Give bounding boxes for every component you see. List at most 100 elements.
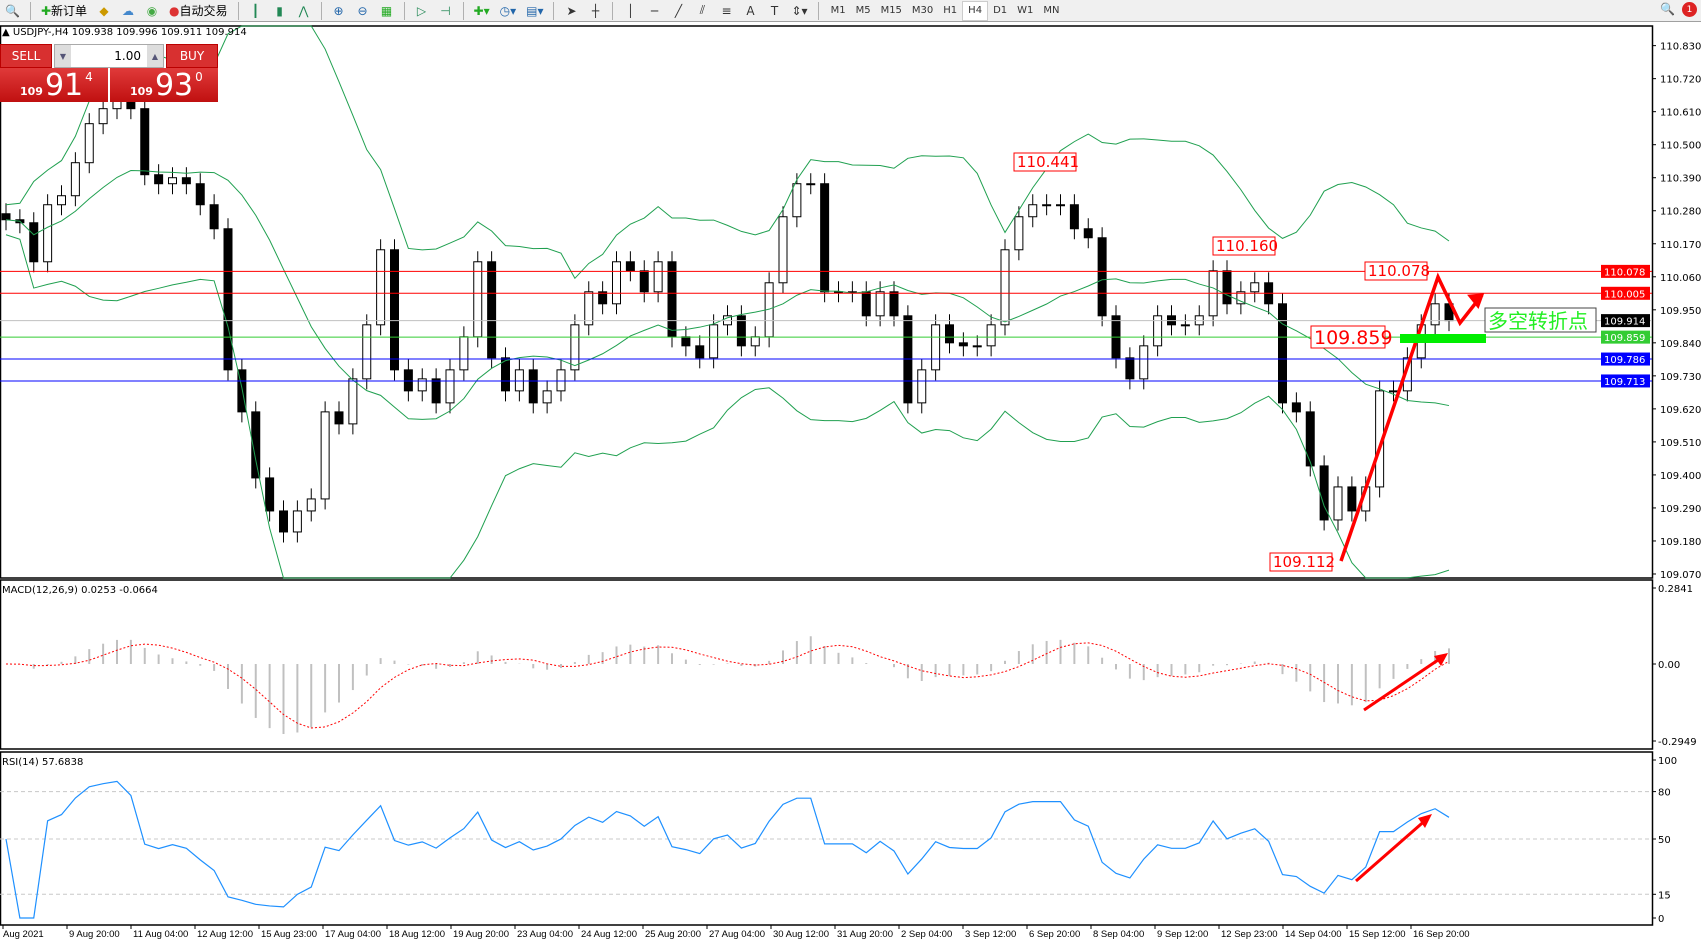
indicators-icon[interactable]: ✚▾	[473, 3, 490, 18]
candle-body	[986, 324, 996, 347]
candle-body	[1180, 324, 1190, 327]
auto-scroll-icon[interactable]: ▷	[416, 3, 427, 18]
rsi-tick-label: 100	[1658, 756, 1677, 767]
timeframe-d1[interactable]: D1	[993, 5, 1008, 16]
timeframe-m15[interactable]: M15	[880, 5, 902, 16]
time-label: 9 Sep 12:00	[1157, 929, 1208, 940]
chart-shift-icon[interactable]: ⊣	[440, 3, 451, 18]
level-label: 109.914	[1604, 317, 1645, 328]
bid-prefix: 109	[20, 85, 43, 98]
sell-button[interactable]: SELL	[0, 44, 52, 68]
bid-price[interactable]: 109 91 4	[0, 68, 108, 102]
candle-body	[279, 510, 288, 533]
macd-label: MACD(12,26,9) 0.0253 -0.0664	[2, 585, 158, 596]
zoom-out-icon[interactable]: ⊖	[357, 3, 368, 18]
buy-button[interactable]: BUY	[166, 44, 218, 68]
price-tick-label: 109.400	[1660, 471, 1701, 482]
arrows-icon[interactable]: ⇕▾	[791, 3, 808, 18]
horizontal-line-icon[interactable]: ─	[650, 3, 659, 18]
candle-body	[1083, 228, 1093, 239]
new-order-button[interactable]: ✚ 新订单	[38, 1, 90, 21]
periods-clock-icon[interactable]: ◷▾	[499, 3, 517, 18]
level-label: 109.859	[1604, 333, 1645, 344]
crosshair-icon[interactable]: ┼	[591, 3, 600, 18]
bar-chart-icon[interactable]: ┃	[251, 3, 260, 18]
candle-body	[1042, 204, 1052, 207]
candle-body	[695, 345, 705, 359]
notification-badge[interactable]: 1	[1682, 2, 1697, 17]
signal-icon[interactable]: ◉	[146, 3, 158, 18]
metaeditor-icon[interactable]: ◆	[99, 3, 109, 18]
candle-body	[1028, 204, 1038, 218]
candle-body	[709, 324, 719, 359]
lot-increase-icon[interactable]: ▲	[147, 45, 163, 67]
timeframe-h4[interactable]: H4	[962, 0, 989, 21]
lot-stepper[interactable]: ▼ 1.00 ▲	[54, 44, 164, 68]
time-label: 19 Aug 20:00	[453, 929, 509, 940]
templates-icon[interactable]: ▤▾	[526, 3, 544, 18]
timeframe-w1[interactable]: W1	[1017, 5, 1034, 16]
price-annotation: 109.859	[1314, 327, 1393, 349]
new-order-icon: ✚	[40, 3, 52, 18]
candle-body	[570, 324, 580, 371]
candle-body	[487, 261, 497, 359]
search-icon[interactable]: 🔍	[1660, 2, 1675, 16]
tile-windows-icon[interactable]: ▦	[380, 3, 393, 18]
toolbar: 🔍 ✚ 新订单 ◆ ☁ ◉ ● 自动交易 ┃ ▮ ⋀ ⊕ ⊖ ▦ ▷ ⊣ ✚▾ ◷▾…	[0, 0, 1701, 22]
price-tick-label: 109.620	[1660, 405, 1701, 416]
candle-body	[1333, 486, 1343, 521]
candle-body	[612, 261, 621, 305]
rsi-arrow	[1355, 816, 1429, 883]
new-order-label: 新订单	[51, 4, 88, 18]
timeframe-mn[interactable]: MN	[1043, 5, 1060, 16]
divider	[553, 1, 555, 20]
channel-icon[interactable]: ⫽	[699, 3, 706, 17]
candle-body	[556, 369, 566, 392]
timeframe-m30[interactable]: M30	[911, 5, 934, 16]
lot-input[interactable]: 1.00	[114, 49, 141, 63]
chart-area[interactable]: 110.830 110.720 110.610 110.500 110.390 110.2…	[0, 23, 1701, 942]
cloud-icon[interactable]: ☁	[122, 3, 135, 18]
search-icon[interactable]: 🔍	[5, 3, 20, 18]
pane-frame	[0, 25, 1654, 579]
time-label: 2 Sep 04:00	[901, 929, 952, 940]
rsi-tick-label: 80	[1658, 788, 1671, 799]
candle-body	[195, 183, 205, 206]
timeframe-m5[interactable]: M5	[855, 5, 871, 16]
lot-decrease-icon[interactable]: ▼	[55, 45, 71, 67]
candlestick-icon[interactable]: ▮	[276, 3, 283, 18]
candle-body	[834, 291, 843, 294]
bollinger-upper	[5, 25, 1450, 280]
zoom-in-icon[interactable]: ⊕	[333, 3, 344, 18]
level-label: 110.078	[1604, 267, 1645, 278]
time-label: 12 Sep 23:00	[1221, 929, 1278, 940]
vertical-line-icon[interactable]: │	[626, 3, 635, 18]
ask-price[interactable]: 109 93 0	[110, 68, 218, 102]
timeframe-m1[interactable]: M1	[830, 5, 846, 16]
candle-body	[1389, 390, 1398, 393]
time-label: 3 Sep 12:00	[965, 929, 1016, 940]
fibonacci-icon[interactable]: ≡	[721, 3, 732, 18]
candle-body	[459, 336, 469, 371]
price-tick-label: 109.840	[1660, 339, 1701, 350]
price-annotation-box	[1013, 152, 1077, 172]
timeframe-h1[interactable]: H1	[943, 5, 958, 16]
collapse-icon[interactable]: ▲	[2, 27, 13, 38]
arrow-head	[1418, 814, 1432, 828]
trendline-icon[interactable]: ╱	[674, 3, 683, 18]
candle-body	[292, 510, 302, 533]
text-icon[interactable]: A	[746, 3, 755, 18]
macd-signal-line	[5, 642, 1450, 729]
auto-trading-button[interactable]: ● 自动交易	[166, 1, 231, 21]
price-tick-label: 110.720	[1660, 75, 1701, 86]
price-tick-label: 109.180	[1660, 537, 1701, 548]
line-chart-icon[interactable]: ⋀	[298, 3, 309, 18]
time-label: 31 Aug 20:00	[837, 929, 893, 940]
one-click-trading-panel: SELL ▼ 1.00 ▲ BUY 109 91 4 109 93 0	[0, 44, 218, 102]
candle-body	[598, 291, 608, 305]
candle-body	[806, 183, 816, 186]
cursor-icon[interactable]: ➤	[566, 3, 577, 18]
candle-body	[348, 378, 358, 425]
candle-body	[820, 183, 830, 293]
text-label-icon[interactable]: T	[770, 3, 779, 18]
